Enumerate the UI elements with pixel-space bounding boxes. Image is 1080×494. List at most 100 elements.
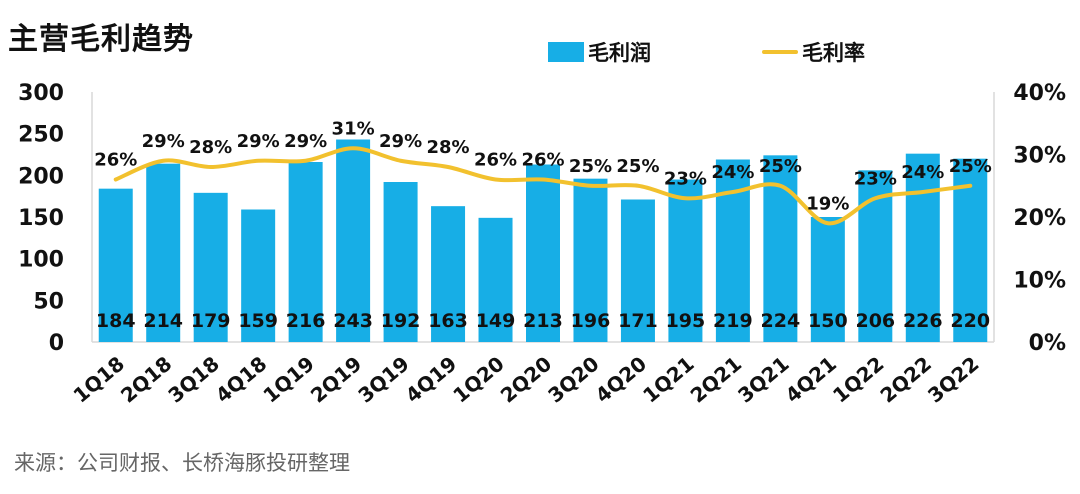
left-tick-label: 300 [18, 81, 64, 106]
legend-swatch-line [762, 50, 798, 54]
left-tick-label: 250 [18, 123, 64, 148]
bar-value-label: 150 [808, 310, 848, 332]
rate-value-label: 25% [616, 156, 659, 177]
x-tick-label: 1Q22 [828, 351, 888, 407]
bar [526, 164, 560, 342]
bar-value-label: 192 [381, 310, 421, 332]
rate-value-label: 29% [284, 131, 327, 152]
bar-value-label: 206 [855, 310, 895, 332]
bar [193, 192, 228, 342]
x-tick-label: 3Q18 [163, 351, 223, 407]
right-tick-label: 10% [1013, 269, 1066, 294]
bar-value-label: 196 [571, 310, 611, 332]
bar [905, 153, 940, 342]
rate-value-label: 24% [901, 162, 944, 183]
legend-swatch-bar [548, 42, 584, 62]
rate-value-label: 23% [854, 168, 897, 189]
chart-title: 主营毛利趋势 [8, 22, 194, 57]
bar-value-label: 226 [903, 310, 943, 332]
rate-value-label: 25% [569, 156, 612, 177]
rate-value-labels: 26%29% 28% 29% 29%31%29% 28%26% 26% 25% 25%23% 2… [94, 118, 992, 214]
x-tick-label: 3Q21 [733, 351, 793, 407]
rate-value-label: 31% [332, 118, 375, 139]
x-axis-tick-labels: 1Q182Q183Q184Q181Q192Q193Q194Q191Q202Q20… [69, 351, 984, 407]
rate-value-label: 26% [94, 150, 137, 171]
right-axis-ticks: 0% 10% 20% 30% 40% [1013, 81, 1066, 356]
bar-value-label: 220 [950, 310, 990, 332]
rate-value-label: 29% [142, 131, 185, 152]
bar-value-label: 219 [713, 310, 753, 332]
legend-item-line: 毛利率 [762, 38, 865, 66]
bar [810, 217, 845, 342]
rate-value-label: 29% [237, 131, 280, 152]
bar-value-label: 159 [238, 310, 278, 332]
left-tick-label: 100 [18, 248, 64, 273]
x-tick-label: 2Q18 [116, 351, 176, 407]
bar [241, 209, 276, 342]
bar-value-label: 213 [523, 310, 563, 332]
legend-item-bar: 毛利润 [548, 38, 651, 66]
bar [383, 182, 418, 342]
bar-value-label: 243 [333, 310, 373, 332]
x-tick-label: 4Q20 [591, 351, 651, 407]
x-tick-label: 2Q19 [306, 351, 366, 407]
rate-value-label: 23% [664, 168, 707, 189]
bar-value-label: 184 [96, 310, 136, 332]
left-tick-label: 50 [33, 289, 64, 314]
x-tick-label: 1Q19 [258, 351, 318, 407]
right-tick-label: 0% [1029, 331, 1066, 356]
bar [431, 206, 466, 342]
rate-value-label: 28% [189, 137, 232, 158]
bar [573, 178, 608, 342]
left-tick-label: 150 [18, 206, 64, 231]
x-tick-label: 2Q20 [496, 351, 556, 407]
rate-value-label: 26% [474, 150, 517, 171]
bar [668, 179, 703, 342]
x-tick-label: 2Q22 [876, 351, 936, 407]
legend-label-bar: 毛利润 [588, 41, 651, 65]
rate-value-label: 26% [521, 150, 564, 171]
bar [620, 199, 655, 342]
rate-line [113, 146, 973, 226]
bar-value-label: 214 [143, 310, 183, 332]
x-tick-label: 4Q19 [401, 351, 461, 407]
x-tick-label: 4Q21 [781, 351, 841, 407]
left-tick-label: 0 [49, 331, 64, 356]
x-tick-label: 4Q18 [211, 351, 271, 407]
right-tick-label: 40% [1013, 81, 1066, 106]
bar-value-labels: 184 214 179 159 216 243 192 163 149 213 196 171 195 2… [96, 310, 990, 332]
bar [146, 163, 181, 342]
x-tick-label: 1Q20 [448, 351, 508, 407]
rate-value-label: 25% [759, 156, 802, 177]
left-tick-label: 200 [18, 164, 64, 189]
bar-value-label: 149 [476, 310, 516, 332]
bar-value-label: 163 [428, 310, 468, 332]
right-tick-label: 20% [1013, 206, 1066, 231]
source-note: 来源：公司财报、长桥海豚投研整理 [14, 451, 350, 475]
bar-value-label: 216 [286, 310, 326, 332]
x-tick-label: 1Q18 [69, 351, 129, 407]
bar-series [98, 139, 988, 342]
bar [98, 188, 133, 342]
left-axis-ticks: 0 50 100 150 200 250 300 [18, 81, 64, 356]
rate-value-label: 28% [427, 137, 470, 158]
bar-value-label: 195 [666, 310, 706, 332]
rate-value-label: 24% [711, 162, 754, 183]
rate-value-label: 19% [806, 193, 849, 214]
x-tick-label: 3Q20 [543, 351, 603, 407]
x-tick-label: 3Q22 [923, 351, 983, 407]
legend-label-line: 毛利率 [802, 41, 865, 65]
x-tick-label: 2Q21 [686, 351, 746, 407]
x-tick-label: 3Q19 [353, 351, 413, 407]
x-tick-label: 1Q21 [638, 351, 698, 407]
right-tick-label: 30% [1013, 144, 1066, 169]
bar-value-label: 224 [761, 310, 801, 332]
bar [336, 139, 371, 342]
bar [288, 162, 323, 342]
bar [478, 217, 513, 342]
rate-value-label: 29% [379, 131, 422, 152]
bar-value-label: 171 [618, 310, 658, 332]
bar-value-label: 179 [191, 310, 231, 332]
